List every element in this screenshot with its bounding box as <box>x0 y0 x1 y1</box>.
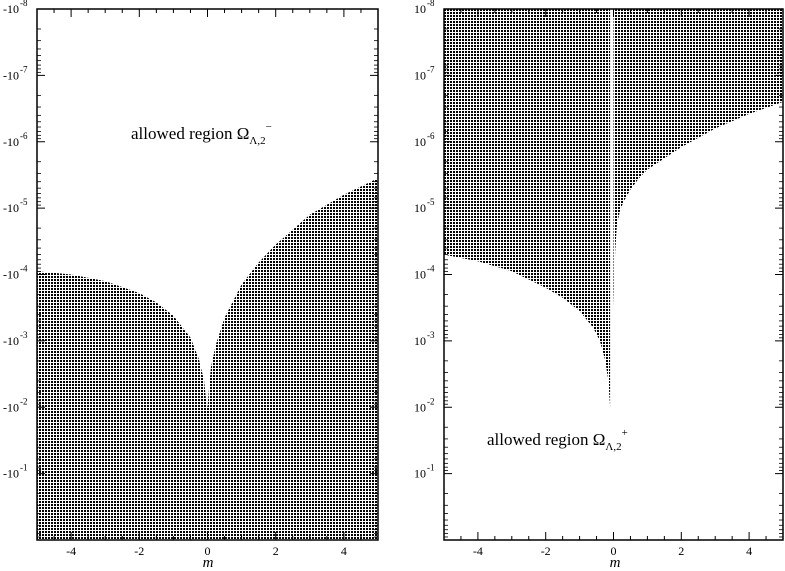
right-annotation-sub: Λ,2 <box>605 441 621 453</box>
left-disallowed-region <box>37 178 378 541</box>
right-x-axis-title: m <box>610 555 621 571</box>
left-y-tick-exponent: -6 <box>20 131 28 141</box>
right-y-tick-label: 10 <box>414 135 426 149</box>
left-y-tick-exponent: -7 <box>20 64 28 74</box>
right-y-tick-label: 10 <box>414 68 426 82</box>
right-panel: 10-110-210-310-410-510-610-710-8 -4 -2 0 2 4… <box>414 0 784 571</box>
right-x-tick-label: -2 <box>541 544 551 558</box>
left-x-tick-labels: -4 -2 0 2 4 <box>66 544 347 558</box>
right-disallowed-region <box>444 9 783 408</box>
right-annotation: allowed region ΩΛ,2+ <box>487 427 628 453</box>
right-y-tick-exponent: -7 <box>427 64 435 74</box>
left-y-tick-exponent: -8 <box>20 0 28 8</box>
right-x-tick-label: 4 <box>746 544 752 558</box>
left-x-tick-label: 2 <box>273 544 279 558</box>
right-y-tick-label: 10 <box>414 2 426 16</box>
left-y-tick-exponent: -5 <box>20 197 28 207</box>
left-y-tick-label: -10 <box>3 201 19 215</box>
right-annotation-sup: + <box>622 427 628 439</box>
left-x-axis-title: m <box>203 555 214 571</box>
left-annotation-sub: Λ,2 <box>249 135 265 147</box>
right-x-tick-label: 2 <box>678 544 684 558</box>
left-annotation-text: allowed region Ω <box>131 124 249 143</box>
left-x-tick-label: 4 <box>341 544 347 558</box>
left-ticks <box>36 8 379 541</box>
left-y-tick-label: -10 <box>3 135 19 149</box>
right-y-tick-exponent: -1 <box>427 463 435 473</box>
left-y-tick-label: -10 <box>3 334 19 348</box>
left-annotation: allowed region ΩΛ,2− <box>131 121 272 147</box>
right-x-tick-label: -4 <box>473 544 483 558</box>
right-y-tick-exponent: -5 <box>427 197 435 207</box>
left-x-tick-label: -2 <box>134 544 144 558</box>
left-y-tick-label: -10 <box>3 268 19 282</box>
left-y-tick-label: -10 <box>3 2 19 16</box>
left-y-tick-label: -10 <box>3 400 19 414</box>
left-y-tick-exponent: -4 <box>20 264 28 274</box>
left-y-tick-label: -10 <box>3 467 19 481</box>
right-y-tick-exponent: -3 <box>427 330 435 340</box>
right-y-tick-label: 10 <box>414 268 426 282</box>
right-y-tick-label: 10 <box>414 400 426 414</box>
left-panel: -10 -8-10 -7-10 -6-10 -5-10 -4-10 -3-10 -2-10 -1… <box>3 0 379 571</box>
right-y-tick-exponent: -4 <box>427 264 435 274</box>
left-y-tick-exponent: -2 <box>20 396 28 406</box>
right-x-tick-labels: -4 -2 0 2 4 <box>473 544 752 558</box>
right-y-tick-exponent: -6 <box>427 131 435 141</box>
right-y-tick-label: 10 <box>414 467 426 481</box>
right-y-tick-exponent: -8 <box>427 0 435 8</box>
right-y-tick-exponent: -2 <box>427 396 435 406</box>
left-y-tick-exponent: -3 <box>20 330 28 340</box>
right-y-tick-label: 10 <box>414 334 426 348</box>
left-x-tick-label: -4 <box>66 544 76 558</box>
right-x-tick-label: 0 <box>611 544 617 558</box>
left-annotation-sup: − <box>266 121 272 133</box>
left-x-tick-label: 0 <box>205 544 211 558</box>
right-y-tick-labels: 10-110-210-310-410-510-610-710-8 <box>414 0 435 481</box>
right-annotation-text: allowed region Ω <box>487 430 605 449</box>
left-y-tick-label: -10 <box>3 68 19 82</box>
left-y-tick-exponent: -1 <box>20 463 28 473</box>
right-ticks <box>443 8 784 541</box>
left-y-tick-labels: -10 -8-10 -7-10 -6-10 -5-10 -4-10 -3-10 -2-10 -1 <box>3 0 28 481</box>
right-y-tick-label: 10 <box>414 201 426 215</box>
